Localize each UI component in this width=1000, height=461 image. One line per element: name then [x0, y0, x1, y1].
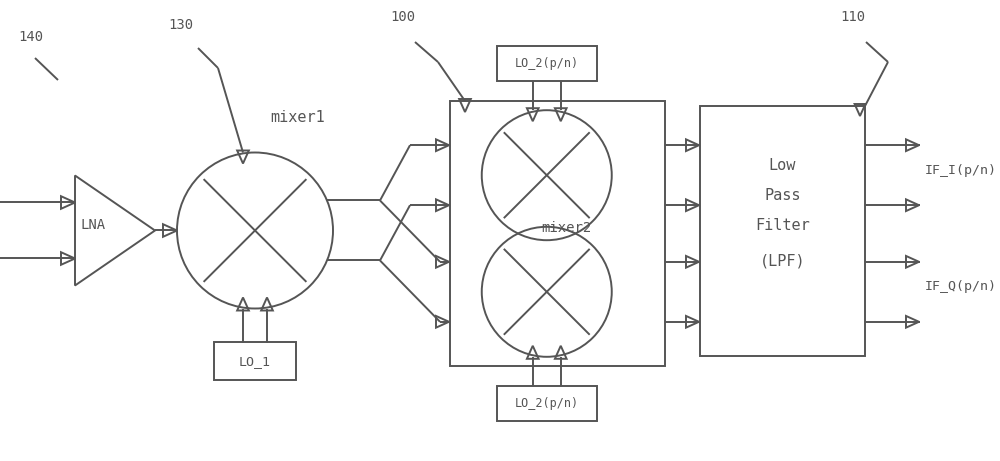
Text: (LPF): (LPF) [760, 254, 805, 268]
Bar [214, 343, 296, 380]
Text: IF_I(p/n): IF_I(p/n) [925, 164, 997, 177]
Text: 110: 110 [840, 10, 865, 24]
Text: LO_1: LO_1 [239, 355, 271, 368]
Text: Pass: Pass [764, 189, 801, 203]
Bar [497, 46, 597, 81]
Bar [450, 101, 665, 366]
Text: 100: 100 [390, 10, 415, 24]
Text: Filter: Filter [755, 219, 810, 234]
Text: Low: Low [769, 159, 796, 173]
Text: mixer2: mixer2 [542, 221, 592, 236]
Text: LNA: LNA [80, 219, 106, 232]
Text: IF_Q(p/n): IF_Q(p/n) [925, 280, 997, 293]
Text: mixer1: mixer1 [270, 111, 325, 125]
Text: LO_2(p/n): LO_2(p/n) [515, 57, 579, 70]
Text: LO_2(p/n): LO_2(p/n) [515, 397, 579, 410]
Bar [700, 106, 865, 356]
Text: 130: 130 [168, 18, 193, 32]
Bar [497, 386, 597, 421]
Text: 140: 140 [18, 30, 43, 44]
